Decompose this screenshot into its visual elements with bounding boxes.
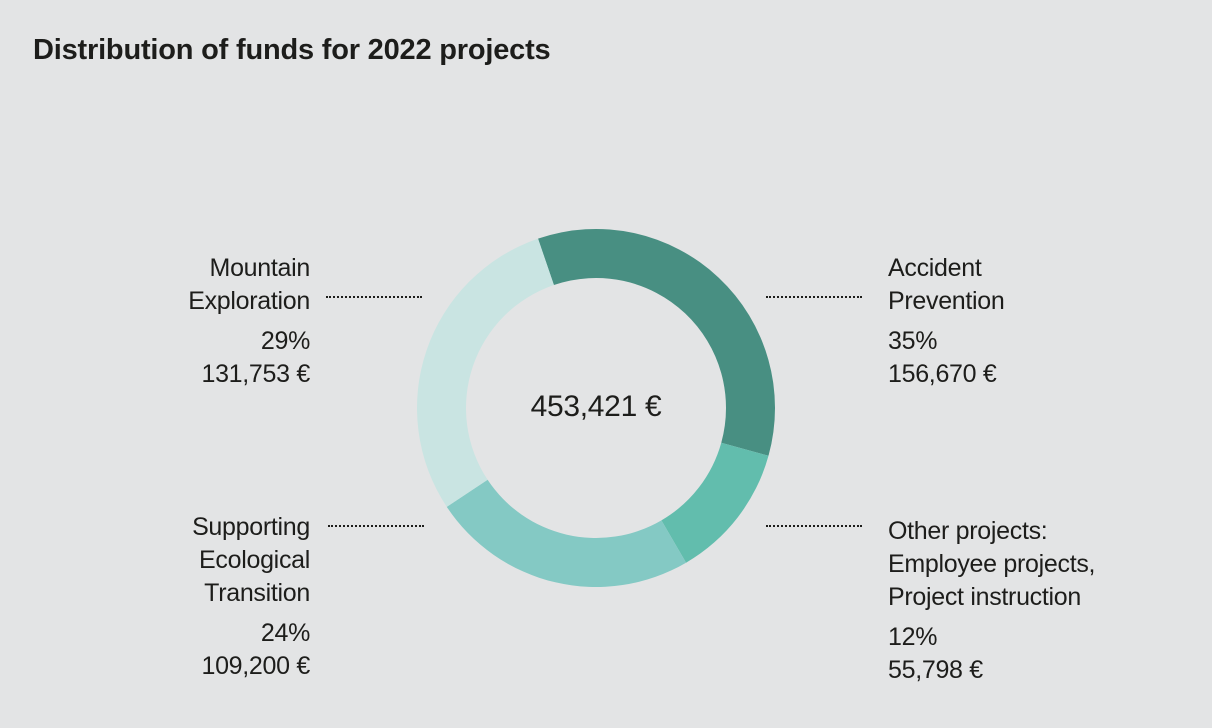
slice-percent: 29% [260, 327, 310, 355]
slice-percent: 12% [888, 623, 938, 651]
slice-amount: 131,753 € [201, 360, 310, 388]
slice-amount: 109,200 € [201, 652, 310, 680]
slice-name-line: Other projects: [888, 517, 1048, 545]
leader-line-supporting-ecological-transition [328, 525, 424, 527]
slice-amount: 156,670 € [888, 360, 997, 388]
slice-name: Supporting Ecological Transition [192, 511, 310, 610]
slice-percent: 35% [888, 327, 938, 355]
leader-line-accident-prevention [766, 296, 862, 298]
slice-name-line: Project instruction [888, 583, 1081, 611]
slice-name-line: Accident [888, 254, 982, 282]
leader-line-other-projects [766, 525, 862, 527]
slice-name-line: Supporting [192, 513, 310, 541]
slice-name: Other projects: Employee projects, Proje… [888, 515, 1096, 614]
slice-label-accident-prevention: Accident Prevention 35% 156,670 € [888, 252, 1005, 391]
donut-total-label: 453,421 € [530, 390, 662, 423]
donut-slice-2 [661, 442, 769, 563]
slice-label-mountain-exploration: Mountain Exploration 29% 131,753 € [188, 252, 310, 391]
slice-name-line: Exploration [188, 287, 310, 315]
leader-line-mountain-exploration [326, 296, 422, 298]
donut-slice-1 [538, 229, 775, 456]
slice-amount: 55,798 € [888, 656, 983, 684]
donut-slice-4 [417, 238, 554, 507]
slice-name-line: Prevention [888, 287, 1005, 315]
donut-slice-3 [446, 479, 687, 587]
page-title: Distribution of funds for 2022 projects [33, 34, 551, 66]
slice-name-line: Transition [204, 579, 310, 607]
slice-name-line: Ecological [199, 546, 310, 574]
slice-percent: 24% [260, 619, 310, 647]
slice-name-line: Mountain [209, 254, 311, 282]
slice-name: Accident Prevention [888, 252, 1005, 318]
slice-name-line: Employee projects, [888, 550, 1096, 578]
slice-label-other-projects: Other projects: Employee projects, Proje… [888, 515, 1096, 687]
slice-name: Mountain Exploration [188, 252, 310, 318]
slice-label-supporting-ecological-transition: Supporting Ecological Transition 24% 109… [192, 511, 310, 683]
